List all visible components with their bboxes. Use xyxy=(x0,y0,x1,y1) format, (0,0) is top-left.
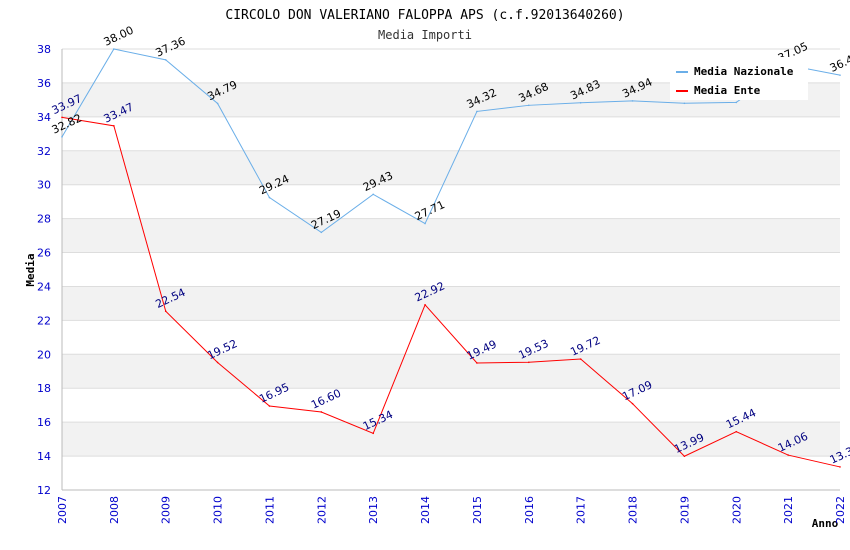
x-tick-label: 2022 xyxy=(834,496,847,524)
grid-band xyxy=(62,354,840,389)
y-tick-label: 30 xyxy=(37,179,51,192)
data-point xyxy=(735,101,738,104)
y-tick-label: 22 xyxy=(37,314,51,327)
series-group xyxy=(61,48,841,468)
data-point xyxy=(113,125,115,127)
x-tick-label: 2020 xyxy=(730,496,743,524)
chart-subtitle: Media Importi xyxy=(378,28,472,42)
y-tick-label: 24 xyxy=(37,280,51,293)
grid-band xyxy=(62,252,840,287)
data-point xyxy=(372,193,375,196)
data-point xyxy=(268,196,271,199)
data-point xyxy=(683,102,686,105)
grid-band xyxy=(62,116,840,151)
data-point xyxy=(268,405,271,407)
x-axis-label: Anno xyxy=(812,517,839,530)
series-line xyxy=(61,116,841,468)
data-point xyxy=(61,136,63,138)
y-axis-ticks: 12 14 16 18 20 22 24 26 28 30 32 34 36 38 xyxy=(37,43,51,497)
data-point xyxy=(579,358,582,360)
x-tick-label: 2019 xyxy=(678,496,691,524)
y-tick-label: 12 xyxy=(37,484,51,497)
data-point xyxy=(372,432,375,435)
data-point xyxy=(735,430,738,433)
data-point xyxy=(164,310,167,313)
y-tick-label: 26 xyxy=(37,247,51,260)
grid-band xyxy=(62,218,840,253)
y-tick-label: 20 xyxy=(37,348,51,361)
x-tick-label: 2008 xyxy=(108,496,121,524)
series-line xyxy=(61,48,841,233)
grid-band xyxy=(62,184,840,219)
data-point xyxy=(216,102,219,105)
data-point xyxy=(61,116,63,119)
grid-band xyxy=(62,456,840,490)
x-tick-label: 2013 xyxy=(367,496,380,524)
data-point xyxy=(839,466,841,468)
legend-box xyxy=(670,57,808,100)
data-point xyxy=(424,303,426,306)
y-tick-label: 18 xyxy=(37,382,51,395)
data-point xyxy=(320,231,323,234)
data-point xyxy=(424,222,426,225)
x-tick-label: 2018 xyxy=(627,496,640,524)
data-point xyxy=(787,454,789,456)
y-tick-label: 34 xyxy=(37,111,51,124)
data-point xyxy=(683,455,686,458)
legend-label: Media Ente xyxy=(694,84,761,97)
x-tick-label: 2010 xyxy=(212,496,225,524)
x-tick-label: 2009 xyxy=(160,496,173,524)
data-label: 38.00 xyxy=(102,24,136,49)
y-tick-label: 28 xyxy=(37,213,51,226)
x-tick-label: 2016 xyxy=(523,496,536,524)
x-tick-label: 2021 xyxy=(782,496,795,524)
data-point xyxy=(528,361,530,364)
grid-band xyxy=(62,422,840,457)
legend-label: Media Nazionale xyxy=(694,65,794,78)
x-tick-label: 2011 xyxy=(263,496,276,524)
data-point xyxy=(113,48,115,50)
data-point xyxy=(476,362,478,364)
grid-lines xyxy=(61,48,840,491)
data-point xyxy=(320,411,323,413)
y-tick-label: 38 xyxy=(37,43,51,56)
data-point xyxy=(476,110,478,113)
grid-band xyxy=(62,320,840,355)
x-tick-label: 2014 xyxy=(419,496,432,524)
y-tick-label: 36 xyxy=(37,77,51,90)
data-point xyxy=(631,100,634,102)
y-tick-label: 14 xyxy=(37,450,51,463)
y-tick-label: 16 xyxy=(37,416,51,429)
grid-band xyxy=(62,388,840,423)
data-point xyxy=(579,101,582,104)
data-point xyxy=(216,361,219,364)
data-point xyxy=(631,402,634,405)
data-point xyxy=(528,104,530,107)
grid-band xyxy=(62,286,840,321)
x-tick-label: 2015 xyxy=(471,496,484,524)
legend: Media Nazionale Media Ente xyxy=(670,57,808,100)
x-tick-label: 2012 xyxy=(315,496,328,524)
x-axis-ticks: 2007 2008 2009 2010 2011 2012 2013 2014 2015 2016… xyxy=(56,496,847,524)
chart-title: CIRCOLO DON VALERIANO FALOPPA APS (c.f.9… xyxy=(225,8,624,23)
y-axis-label: Media xyxy=(24,253,37,286)
y-tick-label: 32 xyxy=(37,145,51,158)
data-point xyxy=(839,74,841,76)
x-tick-label: 2007 xyxy=(56,496,69,524)
grid-bands xyxy=(62,49,840,490)
data-point xyxy=(164,59,167,61)
x-tick-label: 2017 xyxy=(575,496,588,524)
